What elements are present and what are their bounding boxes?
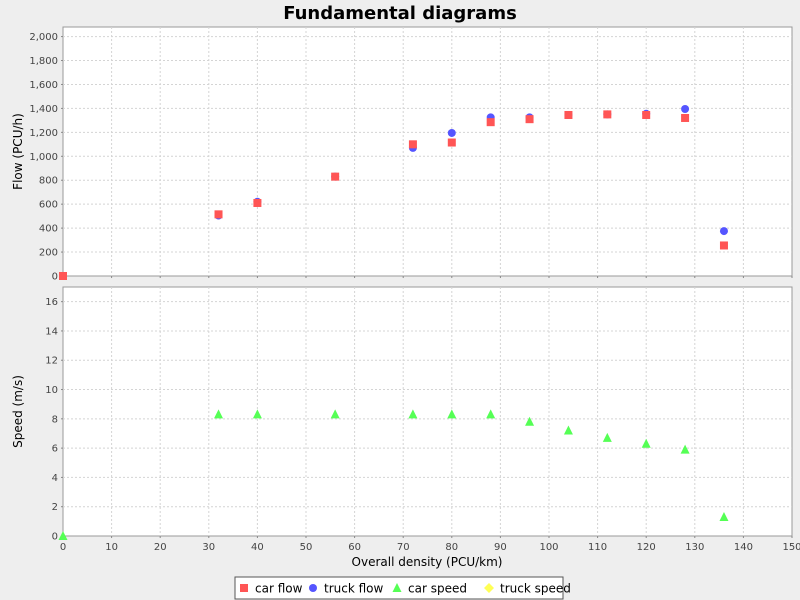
data-point	[602, 432, 612, 442]
y-tick-label: 16	[45, 297, 58, 308]
data-point	[563, 425, 573, 435]
y-tick-label: 2	[52, 502, 58, 513]
x-tick-label: 140	[734, 542, 753, 553]
x-tick-label: 10	[105, 542, 118, 553]
y-axis-label: Flow (PCU/h)	[11, 113, 25, 190]
plot-panels: 02004006008001,0001,2001,4001,6001,8002,…	[11, 26, 800, 553]
data-point	[680, 444, 690, 454]
legend-label: truck flow	[324, 582, 384, 596]
y-tick-label: 8	[52, 414, 58, 425]
data-point	[719, 227, 728, 236]
x-tick-label: 130	[685, 542, 704, 553]
data-point	[58, 531, 68, 540]
y-tick-label: 600	[39, 200, 58, 211]
data-point	[214, 210, 223, 219]
data-point	[525, 416, 535, 426]
series-car-speed	[58, 409, 729, 540]
x-tick-label: 70	[397, 542, 410, 553]
legend-item: truck speed	[484, 582, 571, 596]
x-tick-label: 120	[637, 542, 656, 553]
data-point	[214, 409, 224, 419]
x-tick-label: 150	[782, 542, 800, 553]
data-point	[447, 138, 456, 147]
y-tick-label: 14	[45, 326, 58, 337]
y-tick-label: 1,000	[29, 152, 58, 163]
data-point	[408, 140, 417, 149]
legend-marker	[240, 584, 248, 592]
legend-marker	[484, 583, 494, 593]
y-tick-label: 200	[39, 248, 58, 259]
data-point	[681, 105, 690, 114]
y-tick-label: 4	[52, 473, 58, 484]
data-point	[486, 118, 495, 127]
x-tick-label: 60	[348, 542, 361, 553]
x-tick-label: 100	[539, 542, 558, 553]
legend-label: car flow	[255, 582, 303, 596]
data-point	[447, 409, 457, 419]
y-axis-label: Speed (m/s)	[11, 375, 25, 448]
y-tick-label: 2,000	[29, 32, 58, 43]
x-tick-label: 20	[154, 542, 167, 553]
y-tick-label: 12	[45, 356, 58, 367]
legend-item: car speed	[392, 582, 467, 596]
x-tick-label: 90	[494, 542, 507, 553]
legend: car flow truck flow car speed truck speed	[234, 576, 571, 600]
data-point	[486, 409, 496, 419]
data-point	[331, 172, 340, 181]
legend-item: truck flow	[309, 582, 384, 596]
data-point	[719, 511, 729, 521]
data-point	[253, 198, 262, 207]
flow-panel: 0 200 400 600 800 1,000 1,200 1,400 1,600 1,800 2,…	[11, 26, 793, 283]
speed-panel: 0 10 20 30 40 50 60 70 80 90 100 110 120 130 140 150 0 2 4…	[11, 286, 800, 553]
x-tick-label: 40	[251, 542, 264, 553]
data-point	[719, 241, 728, 250]
data-point	[525, 115, 534, 124]
y-tick-label: 1,400	[29, 104, 58, 115]
legend-label: truck speed	[500, 582, 571, 596]
y-tick-label: 0	[52, 532, 58, 543]
y-tick-label: 1,800	[29, 56, 58, 67]
plot-area	[62, 286, 793, 537]
data-point	[252, 409, 262, 419]
data-point	[603, 110, 612, 119]
data-point	[681, 113, 690, 122]
x-tick-label: 80	[445, 542, 458, 553]
series-car-flow	[59, 110, 728, 280]
data-point	[641, 438, 651, 448]
y-tick-label: 10	[45, 385, 58, 396]
x-tick-label: 0	[60, 542, 66, 553]
data-point	[642, 110, 651, 119]
y-tick-label: 800	[39, 176, 58, 187]
x-tick-label: 110	[588, 542, 607, 553]
data-point	[447, 128, 456, 137]
data-point	[59, 272, 67, 280]
plot-area	[62, 26, 793, 277]
y-tick-label: 6	[52, 444, 58, 455]
legend-item: car flow	[240, 582, 303, 596]
x-tick-label: 50	[300, 542, 313, 553]
legend-label: car speed	[408, 582, 467, 596]
legend-marker	[392, 583, 402, 592]
y-tick-label: 400	[39, 224, 58, 235]
legend-marker	[309, 584, 317, 592]
chart-title: Fundamental diagrams	[283, 3, 517, 24]
x-tick-label: 30	[202, 542, 215, 553]
data-point	[408, 409, 418, 419]
y-tick-label: 1,600	[29, 80, 58, 91]
y-tick-label: 1,200	[29, 128, 58, 139]
data-point	[564, 110, 573, 119]
data-point	[330, 409, 340, 419]
y-tick-label: 0	[52, 272, 58, 283]
x-axis-label: Overall density (PCU/km)	[352, 555, 503, 569]
